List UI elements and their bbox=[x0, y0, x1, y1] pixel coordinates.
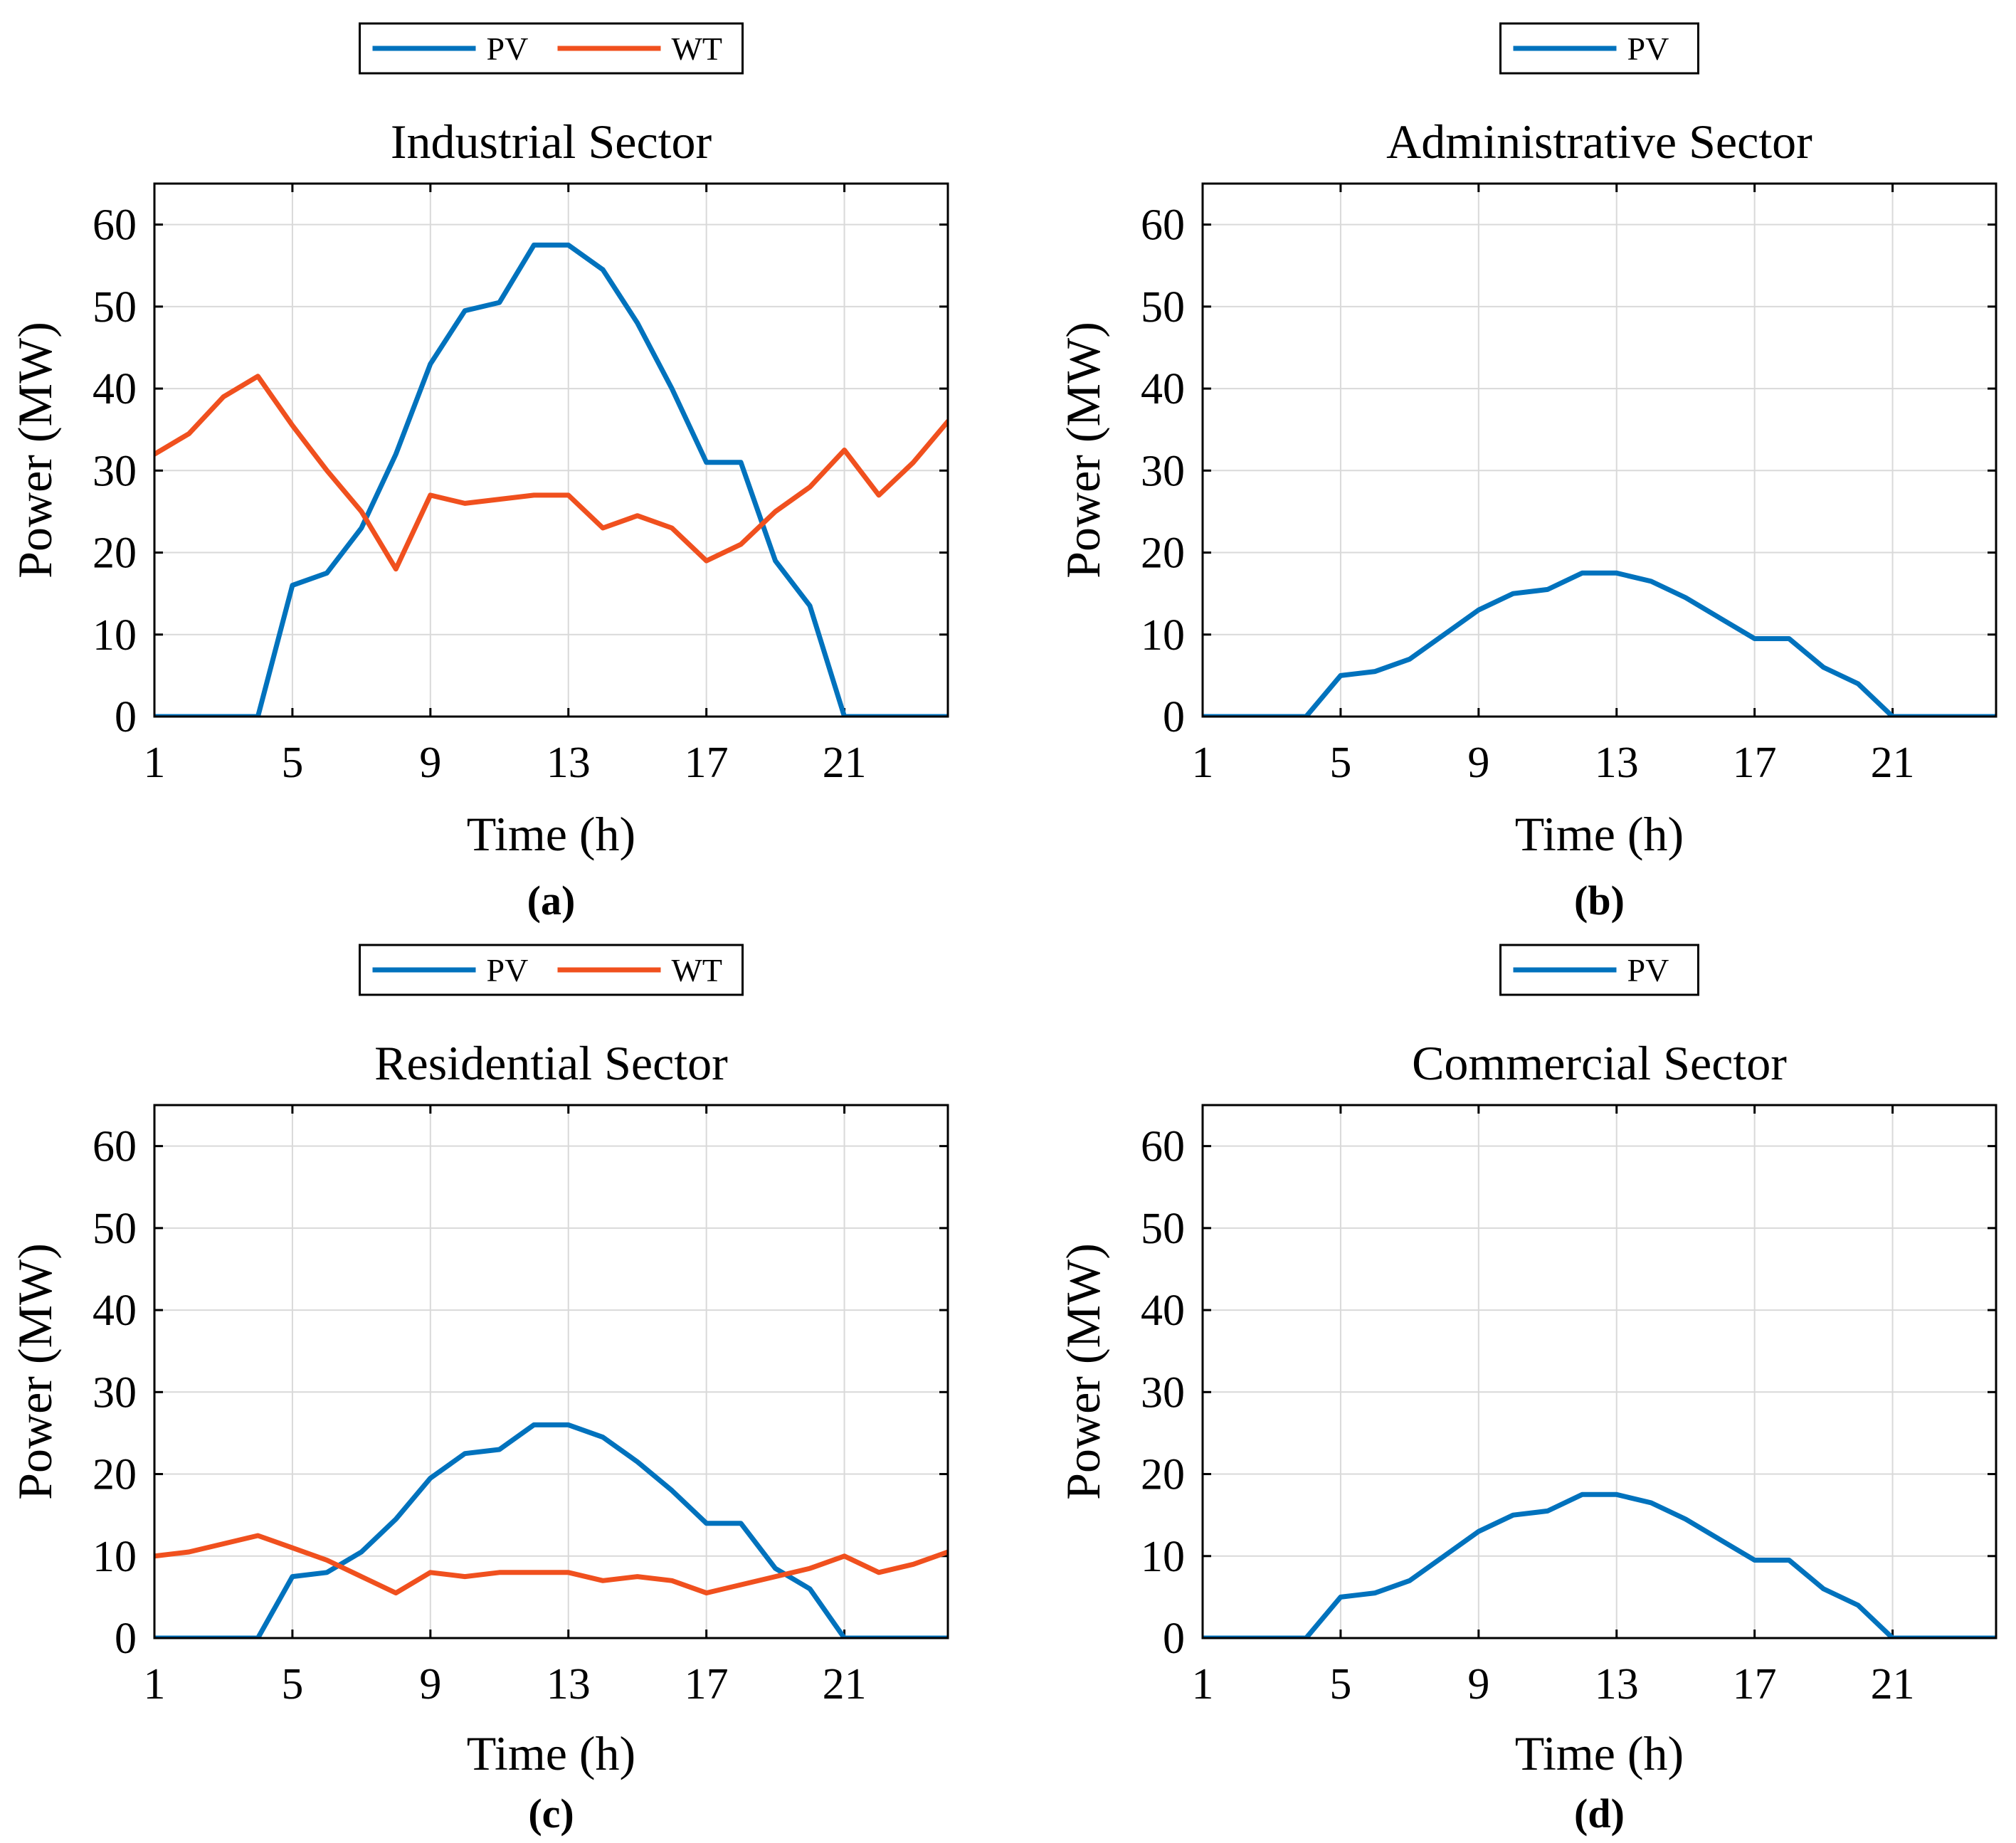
y-tick-label: 20 bbox=[1141, 529, 1185, 578]
x-tick-label: 5 bbox=[1329, 1660, 1351, 1709]
legend-label-pv: PV bbox=[487, 952, 529, 988]
y-tick-label: 40 bbox=[93, 365, 137, 413]
y-tick-label: 50 bbox=[93, 283, 137, 332]
x-axis-label: Time (h) bbox=[467, 807, 635, 861]
x-tick-label: 1 bbox=[144, 1660, 166, 1709]
legend-label-wt: WT bbox=[672, 31, 723, 67]
legend: PV WT bbox=[359, 22, 744, 75]
y-tick-label: 10 bbox=[1141, 1533, 1185, 1581]
y-tick-label: 50 bbox=[93, 1205, 137, 1253]
legend: PV WT bbox=[359, 944, 744, 996]
y-tick-label: 20 bbox=[93, 529, 137, 578]
chart-panel: 1 5 9 13 17 21 0 10 20 30 40 50 60 Industrial Sector T… bbox=[8, 22, 949, 924]
chart-panel: 1 5 9 13 17 21 0 10 20 30 40 50 60 Residential Sector… bbox=[8, 944, 949, 1837]
chart-title: Residential Sector bbox=[374, 1036, 728, 1090]
series-line-wt bbox=[154, 1533, 948, 1596]
x-tick-label: 9 bbox=[419, 739, 441, 787]
y-tick-label: 40 bbox=[1141, 1287, 1185, 1335]
panel-label: (a) bbox=[527, 877, 576, 924]
legend-label-wt: WT bbox=[672, 952, 723, 988]
series-line-pv bbox=[1203, 570, 1996, 717]
chart-title: Administrative Sector bbox=[1386, 115, 1812, 169]
x-tick-label: 9 bbox=[1467, 739, 1489, 787]
panel-label: (d) bbox=[1574, 1790, 1625, 1837]
x-tick-label: 17 bbox=[1733, 1660, 1777, 1709]
y-tick-label: 50 bbox=[1141, 283, 1185, 332]
chart-title: Commercial Sector bbox=[1412, 1036, 1787, 1090]
y-tick-label: 0 bbox=[1163, 1615, 1185, 1663]
y-tick-label: 20 bbox=[93, 1451, 137, 1499]
x-tick-label: 5 bbox=[281, 739, 303, 787]
x-tick-label: 13 bbox=[1595, 1660, 1639, 1709]
panel-label: (b) bbox=[1574, 877, 1625, 924]
axes-box bbox=[1201, 182, 1997, 718]
y-axis-label: Power (MW) bbox=[1056, 1243, 1110, 1500]
y-axis-label: Power (MW) bbox=[1056, 322, 1110, 579]
x-tick-label: 5 bbox=[281, 1660, 303, 1709]
chart-panel: 1 5 9 13 17 21 0 10 20 30 40 50 60 Administrative Sec… bbox=[1056, 22, 1997, 924]
series-line-pv bbox=[1203, 1491, 1996, 1638]
x-tick-label: 9 bbox=[419, 1660, 441, 1709]
x-tick-label: 1 bbox=[1192, 1660, 1214, 1709]
y-tick-label: 60 bbox=[1141, 201, 1185, 250]
x-tick-label: 21 bbox=[823, 739, 867, 787]
x-tick-label: 17 bbox=[685, 739, 729, 787]
y-tick-label: 60 bbox=[1141, 1123, 1185, 1171]
y-tick-label: 30 bbox=[1141, 1368, 1185, 1417]
y-axis-label: Power (MW) bbox=[8, 322, 62, 579]
series-line-pv bbox=[154, 242, 948, 717]
legend-label-pv: PV bbox=[1627, 31, 1669, 67]
chart-title: Industrial Sector bbox=[391, 115, 712, 169]
x-tick-label: 21 bbox=[823, 1660, 867, 1709]
legend: PV bbox=[1499, 22, 1699, 75]
x-tick-label: 13 bbox=[1595, 739, 1639, 787]
y-tick-label: 0 bbox=[115, 693, 137, 741]
x-tick-label: 9 bbox=[1467, 1660, 1489, 1709]
legend: PV bbox=[1499, 944, 1699, 996]
y-tick-label: 10 bbox=[93, 611, 137, 660]
y-tick-label: 0 bbox=[1163, 693, 1185, 741]
x-tick-label: 13 bbox=[547, 1660, 591, 1709]
y-tick-label: 60 bbox=[93, 1123, 137, 1171]
y-tick-label: 50 bbox=[1141, 1205, 1185, 1253]
x-tick-label: 21 bbox=[1871, 1660, 1915, 1709]
y-tick-label: 40 bbox=[1141, 365, 1185, 413]
x-tick-label: 17 bbox=[685, 1660, 729, 1709]
axes-box bbox=[1201, 1104, 1997, 1639]
x-axis-label: Time (h) bbox=[1515, 1726, 1684, 1780]
axes-box bbox=[153, 182, 949, 718]
legend-label-pv: PV bbox=[487, 31, 529, 67]
x-tick-label: 1 bbox=[144, 739, 166, 787]
y-tick-label: 10 bbox=[1141, 611, 1185, 660]
y-tick-label: 60 bbox=[93, 201, 137, 250]
y-tick-label: 20 bbox=[1141, 1451, 1185, 1499]
series-line-wt bbox=[154, 374, 948, 572]
y-tick-label: 0 bbox=[115, 1615, 137, 1663]
chart-panel: 1 5 9 13 17 21 0 10 20 30 40 50 60 Commercial Sector T… bbox=[1056, 944, 1997, 1837]
legend-label-pv: PV bbox=[1627, 952, 1669, 988]
y-tick-label: 30 bbox=[93, 447, 137, 495]
y-tick-label: 30 bbox=[1141, 447, 1185, 495]
y-tick-label: 10 bbox=[93, 1533, 137, 1581]
x-tick-label: 5 bbox=[1329, 739, 1351, 787]
x-axis-label: Time (h) bbox=[467, 1726, 635, 1780]
series-line-pv bbox=[154, 1422, 948, 1638]
axes-box bbox=[153, 1104, 949, 1639]
x-axis-label: Time (h) bbox=[1515, 807, 1684, 861]
panel-label: (c) bbox=[528, 1790, 574, 1837]
y-axis-label: Power (MW) bbox=[8, 1243, 62, 1500]
x-tick-label: 17 bbox=[1733, 739, 1777, 787]
y-tick-label: 40 bbox=[93, 1287, 137, 1335]
x-tick-label: 13 bbox=[547, 739, 591, 787]
y-tick-label: 30 bbox=[93, 1368, 137, 1417]
x-tick-label: 21 bbox=[1871, 739, 1915, 787]
x-tick-label: 1 bbox=[1192, 739, 1214, 787]
